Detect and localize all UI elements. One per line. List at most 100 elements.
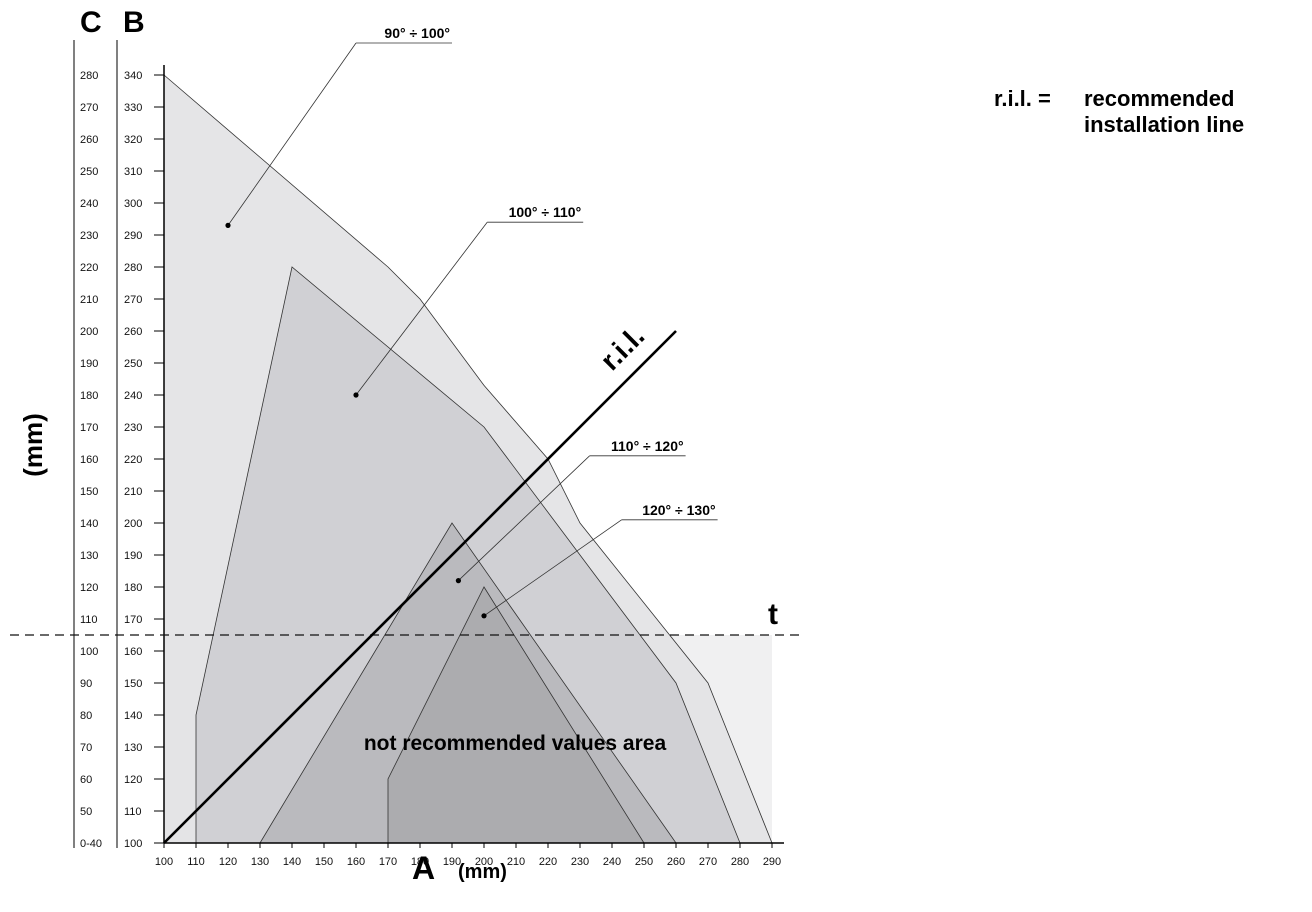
- axis-b-tick-label: 310: [124, 166, 142, 178]
- axis-c-tick-label: 220: [80, 262, 98, 274]
- axis-c-tick-label: 200: [80, 326, 98, 338]
- axis-c-tick-label: 130: [80, 550, 98, 562]
- region-dot: [225, 222, 231, 228]
- legend: r.i.l. = recommended installation line: [994, 86, 1244, 138]
- axis-c-tick-label: 50: [80, 806, 92, 818]
- axis-b-tick-label: 260: [124, 326, 142, 338]
- regions-layer: [163, 74, 773, 844]
- region-leader: [483, 519, 622, 617]
- axis-a-tick-label: 190: [443, 856, 461, 868]
- axis-c-tick-label: 60: [80, 774, 92, 786]
- region-label: 90° ÷ 100°: [384, 25, 450, 41]
- region-dot: [455, 578, 461, 584]
- axis-b-tick-label: 130: [124, 742, 142, 754]
- axis-b-tick-label: 150: [124, 678, 142, 690]
- region-label: 110° ÷ 120°: [611, 438, 684, 454]
- axis-c-tick-label: 0-40: [80, 838, 102, 850]
- axis-c-tick-label: 140: [80, 518, 98, 530]
- axis-a-tick-label: 290: [763, 856, 781, 868]
- axis-a-tick-label: 130: [251, 856, 269, 868]
- axis-c-tick-label: 100: [80, 646, 98, 658]
- lines-layer: [10, 42, 803, 844]
- axis-b-name: B: [123, 6, 145, 39]
- legend-line1: recommended: [1084, 86, 1235, 111]
- axis-a-tick-label: 220: [539, 856, 557, 868]
- axis-b-tick-label: 340: [124, 70, 142, 82]
- axis-a-tick-label: 270: [699, 856, 717, 868]
- axis-c-tick-label: 230: [80, 230, 98, 242]
- axis-c-tick-label: 70: [80, 742, 92, 754]
- axis-a-tick-label: 110: [187, 856, 205, 868]
- axis-b-tick-label: 330: [124, 102, 142, 114]
- axis-a-tick-label: 250: [635, 856, 653, 868]
- axis-a-tick-label: 280: [731, 856, 749, 868]
- axis-c-name: C: [80, 6, 102, 39]
- axis-b-tick-label: 280: [124, 262, 142, 274]
- region-leader: [458, 455, 590, 581]
- axis-b-tick-label: 120: [124, 774, 142, 786]
- y-unit-label: (mm): [18, 413, 48, 477]
- axis-b-tick-label: 110: [124, 806, 142, 818]
- region-label: 100° ÷ 110°: [509, 204, 582, 220]
- axis-a-tick-label: 200: [475, 856, 493, 868]
- region-leader: [355, 221, 488, 396]
- axis-c-tick-label: 180: [80, 390, 98, 402]
- axis-c-tick-label: 80: [80, 710, 92, 722]
- axis-a-name: A: [412, 850, 435, 886]
- ril-line-label: r.i.l.: [594, 320, 650, 376]
- axis-a-tick-label: 150: [315, 856, 333, 868]
- axis-c-tick-label: 280: [80, 70, 98, 82]
- axis-b-tick-label: 220: [124, 454, 142, 466]
- axis-a-tick-label: 210: [507, 856, 525, 868]
- axis-b-tick-label: 300: [124, 198, 142, 210]
- axis-c-tick-label: 260: [80, 134, 98, 146]
- axis-b-tick-label: 170: [124, 614, 142, 626]
- axis-b-tick-label: 140: [124, 710, 142, 722]
- axis-c-tick-label: 190: [80, 358, 98, 370]
- region-label: 120° ÷ 130°: [642, 502, 715, 518]
- axis-b-tick-label: 190: [124, 550, 142, 562]
- not-recommended-area-label: not recommended values area: [364, 732, 667, 755]
- labels-layer: 100 110 120 130 140 150 160 170 180 190 200 210 220 2…: [80, 25, 781, 868]
- axis-b-tick-label: 100: [124, 838, 142, 850]
- legend-line2: installation line: [1084, 112, 1245, 137]
- axis-c-tick-label: 170: [80, 422, 98, 434]
- axis-c-tick-label: 160: [80, 454, 98, 466]
- axis-a-tick-label: 260: [667, 856, 685, 868]
- axis-b-tick-label: 320: [124, 134, 142, 146]
- axis-a-unit: (mm): [458, 861, 507, 883]
- axis-b-tick-label: 180: [124, 582, 142, 594]
- region-dot: [353, 392, 359, 398]
- region-leader: [227, 42, 357, 226]
- axis-a-tick-label: 100: [155, 856, 173, 868]
- axis-a-tick-label: 160: [347, 856, 365, 868]
- axis-c-tick-label: 150: [80, 486, 98, 498]
- axis-a-tick-label: 140: [283, 856, 301, 868]
- axis-a-tick-label: 120: [219, 856, 237, 868]
- ril-line: [163, 330, 677, 844]
- axis-a-tick-label: 170: [379, 856, 397, 868]
- axis-b-tick-label: 160: [124, 646, 142, 658]
- t-line-label: t: [768, 598, 778, 631]
- axes-layer: [73, 40, 784, 848]
- axis-c-tick-label: 250: [80, 166, 98, 178]
- axis-a-tick-label: 230: [571, 856, 589, 868]
- axis-b-tick-label: 290: [124, 230, 142, 242]
- axis-c-tick-label: 240: [80, 198, 98, 210]
- axis-c-tick-label: 90: [80, 678, 92, 690]
- axis-a-tick-label: 180: [411, 856, 429, 868]
- legend-key: r.i.l. =: [994, 86, 1051, 111]
- region-dot: [481, 613, 487, 619]
- axis-b-tick-label: 240: [124, 390, 142, 402]
- axis-c-tick-label: 210: [80, 294, 98, 306]
- axis-c-tick-label: 270: [80, 102, 98, 114]
- axis-b-tick-label: 270: [124, 294, 142, 306]
- axis-b-tick-label: 230: [124, 422, 142, 434]
- axis-a-tick-label: 240: [603, 856, 621, 868]
- axis-c-tick-label: 120: [80, 582, 98, 594]
- axis-b-tick-label: 210: [124, 486, 142, 498]
- axis-b-tick-label: 200: [124, 518, 142, 530]
- axis-b-tick-label: 250: [124, 358, 142, 370]
- axis-c-tick-label: 110: [80, 614, 98, 626]
